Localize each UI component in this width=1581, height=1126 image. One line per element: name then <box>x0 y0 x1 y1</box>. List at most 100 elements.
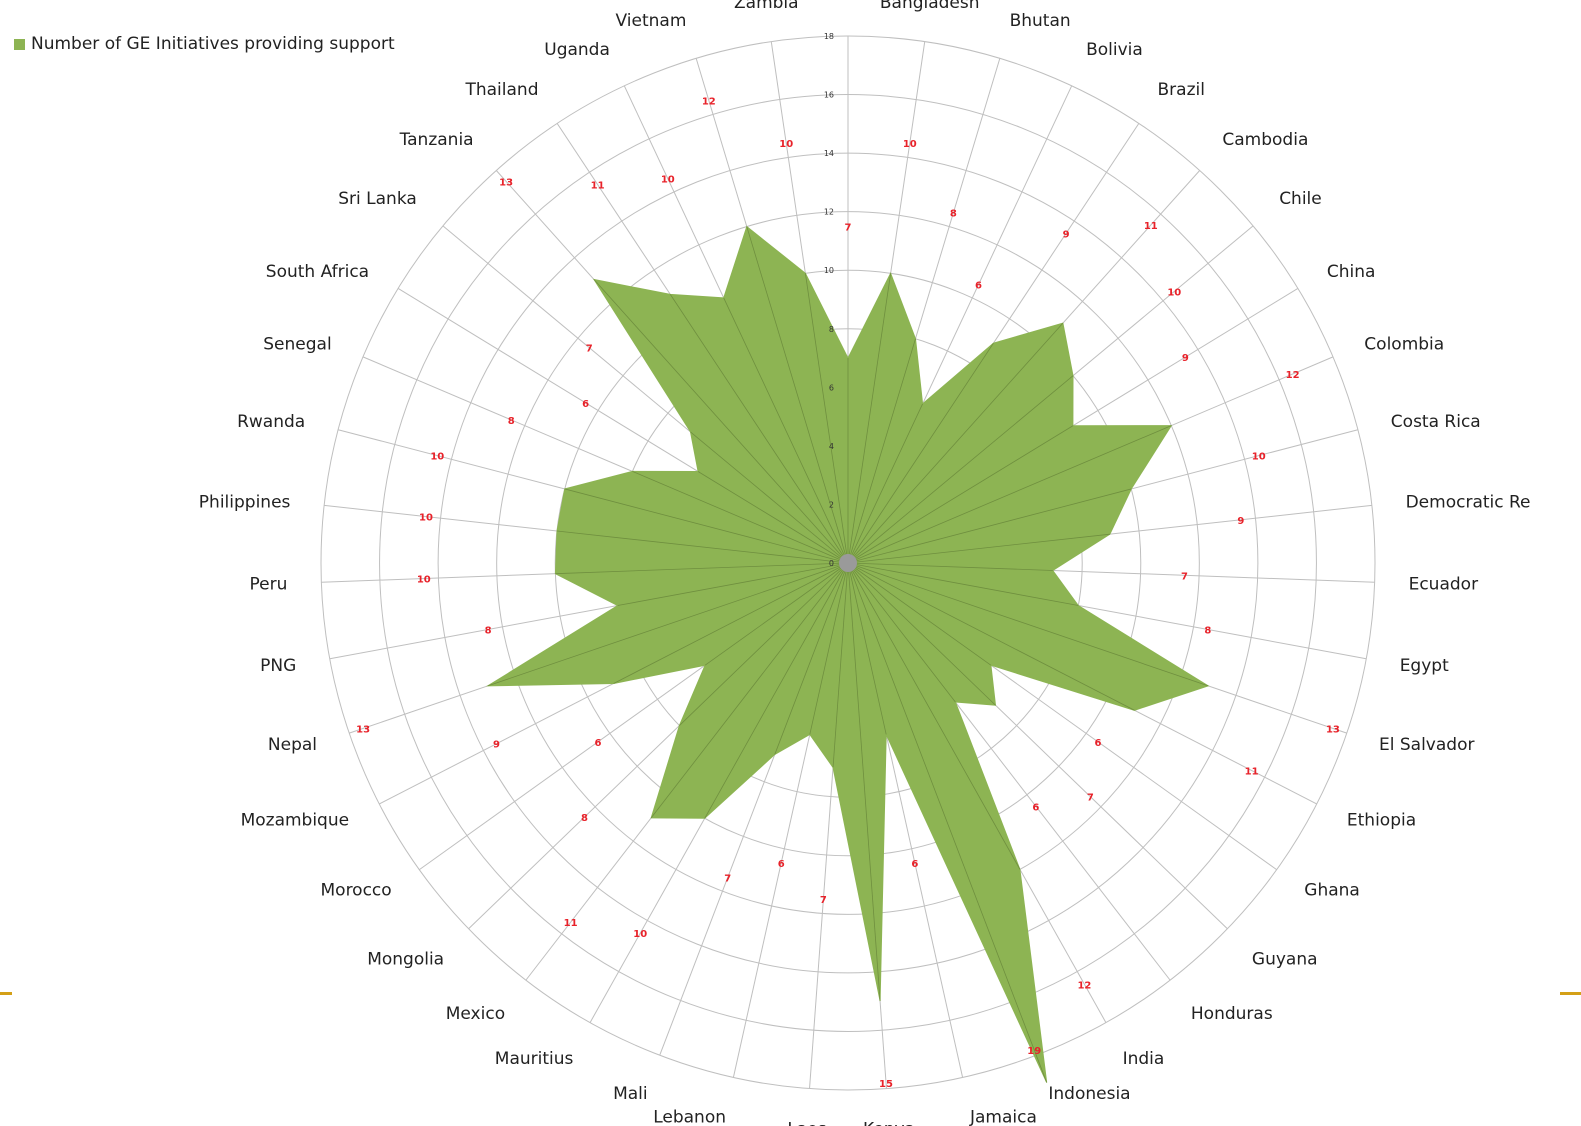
category-label: Honduras <box>1191 1004 1273 1024</box>
data-label: 11 <box>1144 221 1158 232</box>
data-label: 7 <box>1181 571 1188 582</box>
category-label: Brazil <box>1158 80 1205 100</box>
category-labels: Bangladesh Bhutan Bolivia Brazil Cambodia Chi… <box>199 0 1531 1126</box>
category-label: Jamaica <box>969 1108 1037 1126</box>
category-label: Philippines <box>199 493 291 513</box>
series-spoke <box>679 562 849 726</box>
category-label: Mongolia <box>367 949 444 969</box>
data-label: 9 <box>1063 229 1070 240</box>
category-label: Bangladesh <box>880 0 980 13</box>
series-spoke <box>632 471 849 564</box>
tick-label: 14 <box>824 149 834 158</box>
data-label: 6 <box>975 281 982 292</box>
tick-label: 6 <box>829 383 834 392</box>
category-label: Cambodia <box>1222 130 1308 150</box>
series-spoke <box>847 322 1064 564</box>
legend-label: Number of GE Initiatives providing suppo… <box>31 34 395 54</box>
series-spoke <box>593 279 849 564</box>
category-label: Nepal <box>268 735 317 755</box>
category-label: Morocco <box>321 880 392 900</box>
data-label: 10 <box>430 452 444 463</box>
category-label: South Africa <box>266 262 369 282</box>
data-label: 9 <box>1182 353 1189 364</box>
category-label: Bolivia <box>1086 40 1143 60</box>
data-label: 12 <box>1077 980 1091 991</box>
data-label: 10 <box>417 575 431 586</box>
series-spoke <box>847 562 1048 1083</box>
data-label: 13 <box>356 724 370 735</box>
series-spoke <box>847 562 1053 571</box>
radar-series-area <box>485 225 1210 1083</box>
category-label: PNG <box>260 656 296 676</box>
series-spoke <box>847 273 892 564</box>
category-label: Vietnam <box>616 11 687 31</box>
tick-label: 4 <box>829 442 834 451</box>
category-label: Democratic Re <box>1406 493 1531 513</box>
radar-spokes <box>487 226 1209 1083</box>
category-label: Mexico <box>446 1004 505 1024</box>
data-label: 13 <box>499 177 513 188</box>
category-label: Egypt <box>1400 656 1449 676</box>
series-spoke <box>847 338 916 564</box>
data-label: 10 <box>633 929 647 940</box>
category-label: Senegal <box>263 335 331 355</box>
series-spoke <box>847 562 1209 687</box>
series-spoke <box>847 562 1079 606</box>
category-label: Ethiopia <box>1347 811 1416 831</box>
tick-label: 8 <box>829 325 834 334</box>
category-label: Ecuador <box>1409 575 1478 595</box>
data-label: 7 <box>845 222 852 233</box>
series-spoke <box>809 562 849 735</box>
series-spoke <box>847 562 956 703</box>
category-label: Ghana <box>1304 880 1360 900</box>
series-spoke <box>555 562 849 575</box>
series-spoke <box>847 488 1132 564</box>
series-area <box>485 225 1210 1083</box>
series-spoke <box>723 297 849 564</box>
data-label: 6 <box>778 859 785 870</box>
series-spoke <box>804 273 849 564</box>
data-label: 10 <box>779 139 793 150</box>
tick-label: 0 <box>829 559 834 568</box>
data-label: 15 <box>879 1079 893 1090</box>
data-label: 11 <box>1245 767 1259 778</box>
data-label: 12 <box>702 96 716 107</box>
chart-legend: Number of GE Initiatives providing suppo… <box>14 34 395 54</box>
series-spoke <box>847 343 994 564</box>
series-spoke <box>487 562 849 687</box>
category-label: Tanzania <box>399 130 474 150</box>
category-label: El Salvador <box>1379 735 1474 755</box>
data-label: 11 <box>564 918 578 929</box>
series-spoke <box>847 403 923 564</box>
data-label: 8 <box>1204 626 1211 637</box>
category-label: Sri Lanka <box>338 189 417 209</box>
data-label: 7 <box>820 895 827 906</box>
data-label: 6 <box>595 738 602 749</box>
data-label: 10 <box>1252 452 1266 463</box>
category-label: Kenya <box>863 1120 915 1126</box>
category-label: Bhutan <box>1010 11 1071 31</box>
category-label: Mali <box>613 1084 648 1104</box>
category-label: Lebanon <box>653 1108 726 1126</box>
series-spoke <box>704 562 849 819</box>
data-label: 10 <box>661 175 675 186</box>
data-label: 7 <box>1087 793 1094 804</box>
series-spoke <box>774 562 849 755</box>
category-label: China <box>1327 262 1376 282</box>
data-label: 6 <box>911 859 918 870</box>
category-label: India <box>1123 1049 1165 1069</box>
category-label: Laos <box>787 1120 826 1126</box>
tick-label: 2 <box>829 500 834 509</box>
series-spoke <box>697 471 849 564</box>
data-label: 10 <box>903 139 917 150</box>
data-label: 11 <box>591 181 605 192</box>
series-spoke <box>669 294 849 564</box>
series-spoke <box>564 488 849 564</box>
data-label: 7 <box>724 874 731 885</box>
category-label: Mauritius <box>495 1049 574 1069</box>
data-label: 9 <box>1237 516 1244 527</box>
tick-label: 12 <box>824 208 834 217</box>
series-spoke <box>847 533 1110 564</box>
category-label: Thailand <box>464 80 538 100</box>
